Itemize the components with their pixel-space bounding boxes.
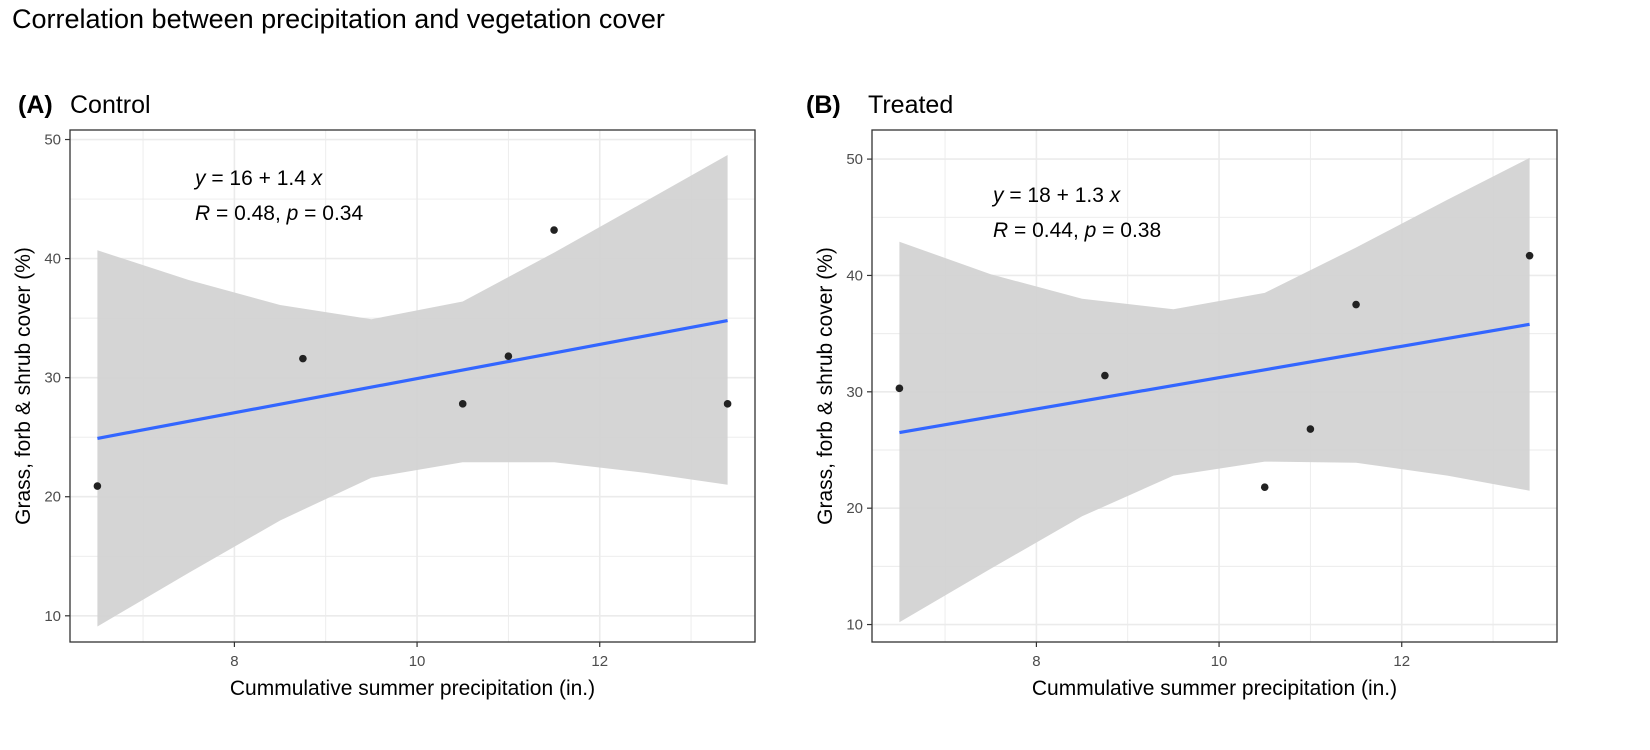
equation-text: = 0.48, [210,202,286,225]
y-tick-label: 10 [846,617,863,634]
data-point [1525,251,1534,260]
equation-variable: x [311,167,324,190]
regression-equation: y = 16 + 1.4 x [193,167,324,190]
regression-line [899,322,1530,435]
x-tick-label: 12 [1393,653,1410,670]
equation-text: = 18 + 1.3 [1004,184,1110,207]
correlation-stats: R = 0.44, p = 0.38 [993,219,1161,242]
panel-tag: (B) [806,91,841,119]
x-axis-title: Cummulative summer precipitation (in.) [230,677,595,700]
y-tick-label: 10 [44,608,61,625]
equation-variable: y [193,167,207,190]
data-point [93,482,102,490]
x-tick-label: 10 [409,653,426,670]
equation-variable: p [1084,219,1097,242]
panel-border [69,129,756,643]
equation-text: = 0.38 [1096,219,1161,242]
panel-tag: (A) [18,91,53,119]
equation-variable: p [286,202,299,225]
data-point [504,352,513,361]
x-tick-label: 8 [1032,653,1040,670]
equation-text: = 0.34 [298,202,363,225]
panel-a: 8 10 12 10 20 30 40 50 Cummulative summer precip… [12,91,756,700]
x-tick-label: 10 [1211,653,1228,670]
data-point [458,400,467,408]
x-axis-title: Cummulative summer precipitation (in.) [1032,677,1397,700]
regression-equation: y = 18 + 1.3 x [991,184,1122,207]
figure-title: Correlation between precipitation and ve… [12,4,665,34]
data-point [1260,483,1269,492]
panel-subtitle: Control [70,91,151,119]
y-axis-title: Grass, forb & shrub cover (%) [814,247,837,525]
y-tick-label: 50 [44,132,61,149]
panel-border [871,129,1558,643]
y-tick-label: 30 [44,370,61,387]
confidence-band [97,155,728,627]
y-axis-title: Grass, forb & shrub cover (%) [12,247,35,525]
correlation-stats: R = 0.48, p = 0.34 [195,202,363,225]
equation-text: = 16 + 1.4 [206,167,312,190]
data-point [550,226,558,234]
panel-b: 8 10 12 10 20 30 40 50 Cummulative summer precip… [806,91,1558,700]
y-tick-label: 20 [44,489,61,506]
data-point [1352,300,1360,309]
confidence-band [899,157,1530,623]
equation-text: = 0.44, [1008,219,1084,242]
data-point [1101,371,1109,380]
y-tick-label: 40 [846,267,863,284]
y-tick-label: 40 [44,251,61,268]
equation-variable: x [1109,184,1122,207]
x-tick-label: 12 [591,653,608,670]
regression-line [97,318,728,440]
data-point [895,384,904,393]
equation-variable: R [195,202,210,225]
data-point [299,354,307,363]
x-tick-label: 8 [230,653,238,670]
panel-subtitle: Treated [868,91,953,119]
equation-variable: R [993,219,1008,242]
y-tick-label: 30 [846,384,863,401]
y-tick-label: 50 [846,151,863,168]
equation-variable: y [991,184,1005,207]
data-point [723,400,732,408]
y-tick-label: 20 [846,500,863,517]
data-point [1306,425,1315,433]
